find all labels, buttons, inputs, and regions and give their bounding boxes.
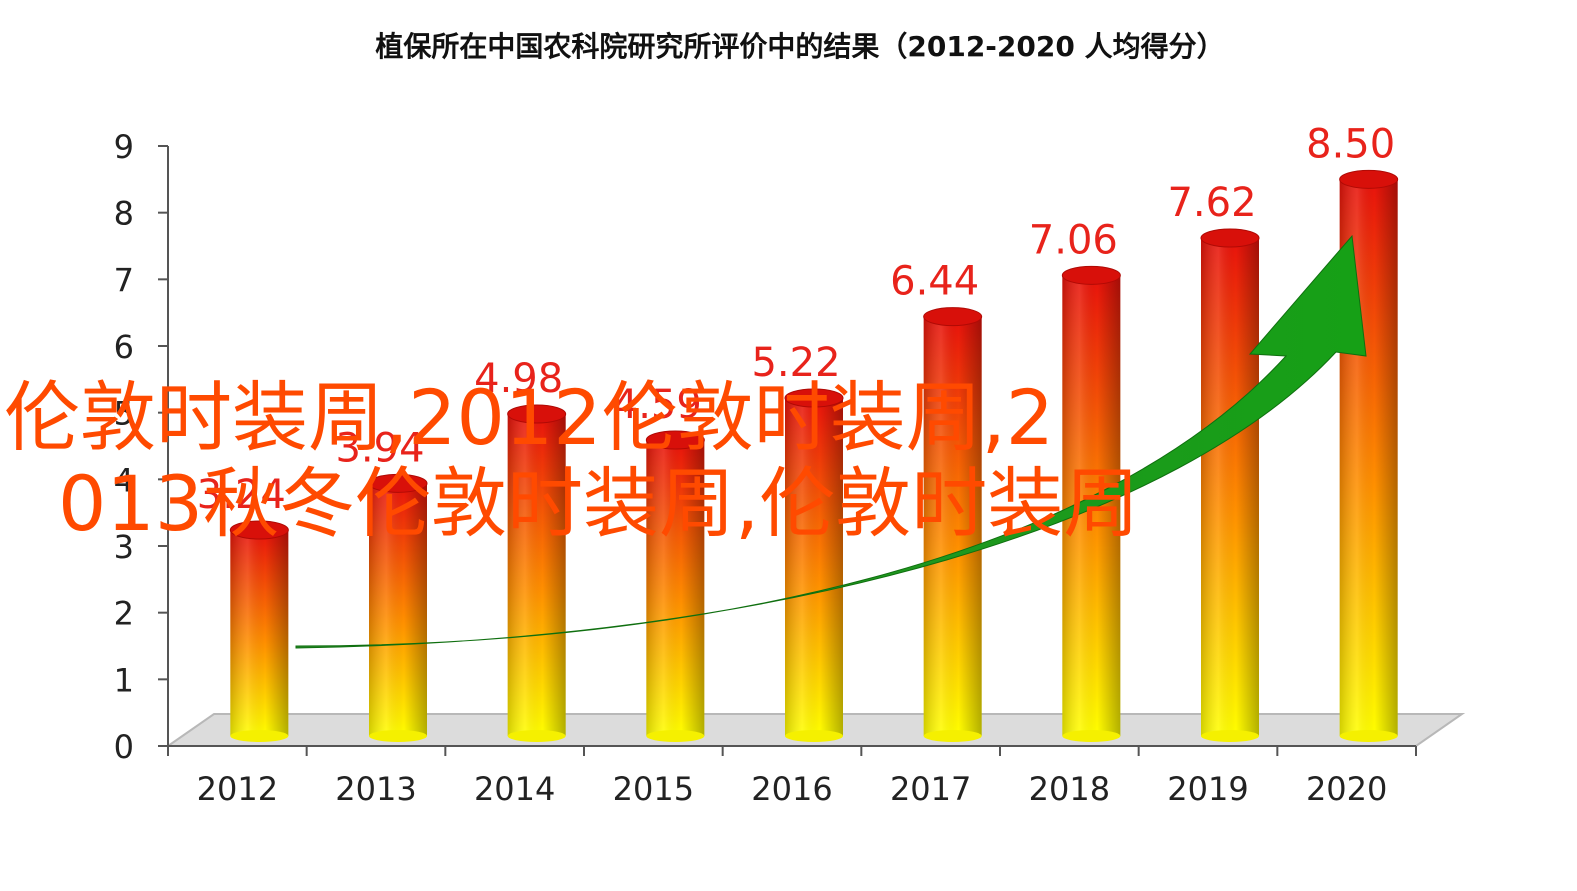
y-axis-ticks: 0 1 2 3 4 5 6 7 8 9 [114,128,168,766]
overlay-text-line2: 013秋冬伦敦时装周,伦敦时装周 [58,459,1139,548]
data-label: 5.22 [751,340,840,386]
y-tick-label: 1 [114,661,134,699]
overlay-text-line1: 伦敦时装周,2012伦敦时装周,2 [4,373,1054,462]
bar-2017 [923,307,983,742]
bar-2019 [1200,228,1260,742]
bar-2012 [229,520,289,742]
bar-shading [646,440,705,736]
bar-base [1062,730,1121,742]
bar-base [369,730,427,742]
bar-shading [507,414,566,736]
data-label: 4.59 [613,382,702,428]
data-label: 3.94 [335,425,424,471]
x-tick-label: 2017 [890,770,971,808]
y-tick-label: 6 [114,328,134,366]
bar-cap [507,404,567,424]
y-tick-label: 4 [114,461,134,499]
x-tick-label: 2013 [335,770,416,808]
data-labels: 3.24 3.94 4.98 4.59 5.22 6.44 7.06 7.62 8.50 [197,121,1395,518]
x-tick-label: 2019 [1167,770,1248,808]
x-tick-label: 2012 [197,770,278,808]
bar-2014 [507,404,567,742]
y-tick-label: 7 [114,261,134,299]
x-tick-label: 2015 [613,770,694,808]
bar-base [785,730,843,742]
data-label: 6.44 [890,259,979,305]
bar-cap [645,430,705,450]
data-label: 4.98 [474,356,563,402]
bar-base [1339,730,1398,742]
bar-base [1201,730,1259,742]
bar-cap [1200,228,1260,248]
bar-shading [785,398,843,736]
y-tick-label: 5 [114,395,134,433]
data-label: 3.24 [197,472,286,518]
bar-2016 [784,388,844,742]
bar-base [507,730,566,742]
y-tick-label: 3 [114,528,134,566]
bar-series [229,169,1399,742]
bar-shading [230,530,289,736]
bar-shading [923,316,982,736]
y-tick-label: 8 [114,195,134,233]
bar-base [646,730,705,742]
x-tick-label: 2014 [474,770,555,808]
x-tick-label: 2016 [751,770,832,808]
bar-base [923,730,982,742]
bar-2013 [368,473,428,742]
x-axis-ticks: 2012 2013 2014 2015 2016 2017 2018 2019 2020 [167,746,1417,808]
bar-cap [1339,169,1399,189]
bar-cap [368,473,428,493]
bar-base [230,730,289,742]
data-label: 7.06 [1029,217,1118,263]
bar-cap [229,520,289,540]
bar-cap [784,388,844,408]
bar-shading [369,483,427,736]
trend-arrow [295,234,1367,649]
bar-shading [1201,238,1259,736]
y-tick-label: 2 [114,595,134,633]
x-tick-label: 2018 [1029,770,1110,808]
y-tick-label: 0 [114,728,134,766]
bar-cap [923,307,983,327]
data-label: 8.50 [1306,121,1395,167]
data-label: 7.62 [1167,180,1256,226]
chart-title: 植保所在中国农科院研究所评价中的结果（2012-2020 人均得分） [375,30,1224,63]
x-tick-label: 2020 [1306,770,1387,808]
bar-cap [1061,265,1121,285]
bar-2015 [645,430,705,742]
y-tick-label: 9 [114,128,134,166]
